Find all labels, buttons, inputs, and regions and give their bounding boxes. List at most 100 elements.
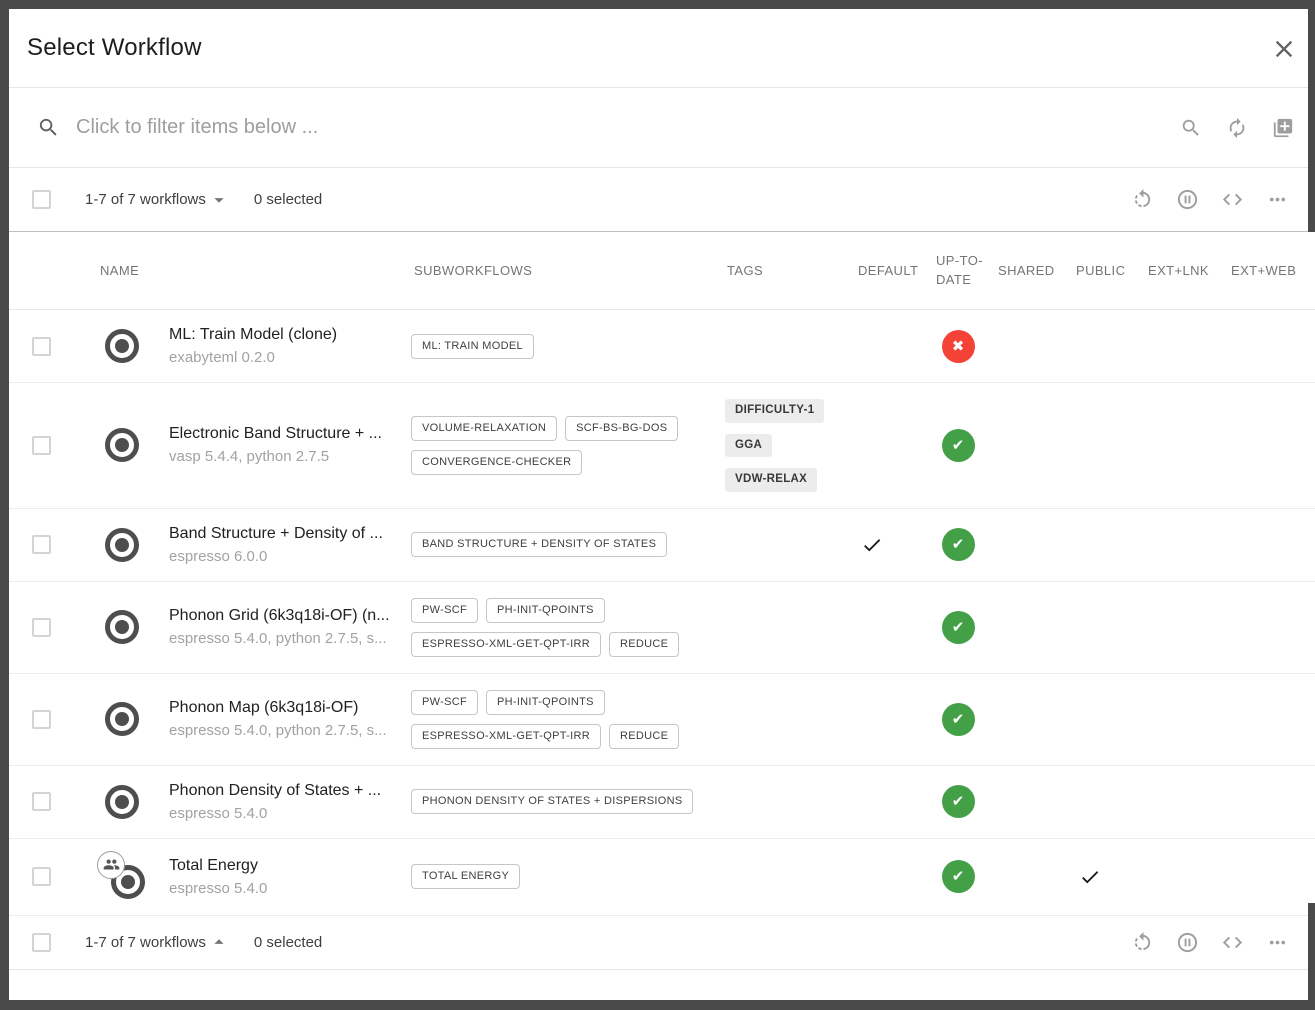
table-row[interactable]: Phonon Map (6k3q18i-OF) espresso 5.4.0, p… xyxy=(9,674,1315,766)
code-icon[interactable] xyxy=(1221,188,1244,211)
default-cell xyxy=(847,534,925,556)
row-checkbox[interactable] xyxy=(32,535,51,554)
tag-chip: DIFFICULTY-1 xyxy=(725,399,825,423)
workflow-icon-cell xyxy=(75,428,169,463)
workflow-name-cell: Electronic Band Structure + ... vasp 5.4.… xyxy=(169,425,411,465)
workflow-radio-icon[interactable] xyxy=(105,428,139,463)
column-header-ext-web: EXT+WEB xyxy=(1231,263,1297,278)
workflow-radio-icon[interactable] xyxy=(105,329,139,363)
select-all-checkbox[interactable] xyxy=(32,190,51,209)
workflow-radio-icon xyxy=(111,864,145,899)
row-checkbox-cell xyxy=(9,336,75,356)
table-row[interactable]: Phonon Density of States + ... espresso 5… xyxy=(9,766,1315,839)
row-checkbox-cell xyxy=(9,535,75,554)
workflow-shared-icon[interactable] xyxy=(97,850,145,899)
workflow-icon-cell xyxy=(75,850,169,899)
table-row[interactable]: Phonon Grid (6k3q18i-OF) (n... espresso 5… xyxy=(9,582,1315,674)
table-row[interactable]: ML: Train Model (clone) exabyteml 0.2.0 ML… xyxy=(9,310,1315,383)
workflow-name-cell: Total Energy espresso 5.4.0 xyxy=(169,857,411,897)
subworkflow-chip: BAND STRUCTURE + DENSITY OF STATES xyxy=(411,532,668,557)
public-cell xyxy=(1067,866,1139,888)
dialog-footer-space xyxy=(9,970,1315,1008)
table-row[interactable]: Total Energy espresso 5.4.0 TOTAL ENERGY ✔ xyxy=(9,839,1315,916)
subworkflows-cell: PW-SCF PH-INIT-QPOINTS ESPRESSO-XML-GET-QP… xyxy=(411,597,716,657)
workflow-radio-icon[interactable] xyxy=(105,784,139,819)
workflow-icon-cell xyxy=(75,527,169,562)
workflow-name: ML: Train Model (clone) xyxy=(169,326,338,343)
workflow-name: Phonon Density of States + ... xyxy=(169,781,382,799)
table-row[interactable]: Band Structure + Density of ... espresso … xyxy=(9,509,1315,582)
workflow-icon-cell xyxy=(75,329,169,363)
up-to-date-badge: ✔ xyxy=(941,860,975,893)
default-check-icon xyxy=(861,534,883,556)
pager-bottom: 1-7 of 7 workflows 0 selected xyxy=(9,916,1315,970)
workflow-apps: espresso 5.4.0 xyxy=(169,804,268,822)
row-checkbox[interactable] xyxy=(32,617,51,637)
subworkflow-chip: ML: TRAIN MODEL xyxy=(411,333,534,359)
workflow-name: Band Structure + Density of ... xyxy=(169,524,383,542)
workflow-apps: espresso 6.0.0 xyxy=(169,547,268,565)
pager-range-label: 1-7 of 7 workflows xyxy=(85,191,206,208)
subworkflows-cell: PHONON DENSITY OF STATES + DISPERSIONS xyxy=(411,789,716,814)
row-checkbox[interactable] xyxy=(32,435,51,455)
workflow-apps: vasp 5.4.4, python 2.7.5 xyxy=(169,448,330,466)
pause-icon[interactable] xyxy=(1176,188,1199,211)
row-checkbox[interactable] xyxy=(32,709,51,729)
subworkflow-chip: TOTAL ENERGY xyxy=(411,864,521,889)
subworkflow-chip: PH-INIT-QPOINTS xyxy=(485,597,605,623)
row-checkbox[interactable] xyxy=(32,867,51,886)
up-to-date-cell: ✔ xyxy=(925,702,991,736)
workflow-radio-icon[interactable] xyxy=(105,610,139,644)
up-to-date-cell: ✔ xyxy=(925,785,991,818)
row-checkbox-cell xyxy=(9,435,75,455)
search-action-icon[interactable] xyxy=(1180,117,1202,139)
column-header-default: DEFAULT xyxy=(858,263,919,278)
row-checkbox-cell xyxy=(9,792,75,811)
up-to-date-badge: ✔ xyxy=(941,528,975,561)
out-of-date-badge: ✖ xyxy=(941,329,975,363)
backdrop-edge-bottom xyxy=(1308,903,1315,1000)
backdrop-edge-top xyxy=(1308,9,1315,232)
subworkflow-chip: PW-SCF xyxy=(411,597,478,623)
up-to-date-cell: ✔ xyxy=(925,610,991,644)
refresh-icon[interactable] xyxy=(1226,117,1248,139)
table-row[interactable]: Electronic Band Structure + ... vasp 5.4.… xyxy=(9,383,1315,509)
chevron-up-icon xyxy=(208,931,230,953)
up-to-date-cell: ✖ xyxy=(925,329,991,363)
pager-range-label: 1-7 of 7 workflows xyxy=(85,933,206,951)
undo-icon[interactable] xyxy=(1131,931,1154,954)
workflow-icon-cell xyxy=(75,702,169,736)
workflow-name-cell: ML: Train Model (clone) exabyteml 0.2.0 xyxy=(169,326,411,366)
pager-range-dropdown-bottom[interactable]: 1-7 of 7 workflows xyxy=(85,931,230,953)
up-to-date-cell: ✔ xyxy=(925,428,991,462)
pager-range-dropdown[interactable]: 1-7 of 7 workflows xyxy=(85,189,230,211)
create-workflow-icon[interactable] xyxy=(1272,117,1294,139)
workflow-name: Phonon Grid (6k3q18i-OF) (n... xyxy=(169,607,390,624)
select-all-checkbox-bottom[interactable] xyxy=(32,932,51,952)
more-icon[interactable] xyxy=(1266,931,1289,954)
pause-icon[interactable] xyxy=(1176,931,1199,954)
row-checkbox-cell xyxy=(9,867,75,886)
workflow-icon-cell xyxy=(75,784,169,819)
row-checkbox[interactable] xyxy=(32,336,51,356)
subworkflow-chip: PHONON DENSITY OF STATES + DISPERSIONS xyxy=(411,789,694,814)
undo-icon[interactable] xyxy=(1131,188,1154,211)
dialog-title: Select Workflow xyxy=(27,34,202,61)
up-to-date-badge: ✔ xyxy=(941,610,975,644)
workflow-radio-icon[interactable] xyxy=(105,702,139,736)
column-header-up-to-date: UP-TO-DATE xyxy=(936,252,983,287)
pager-actions-top xyxy=(1131,188,1289,211)
more-icon[interactable] xyxy=(1266,188,1289,211)
subworkflow-chip: PW-SCF xyxy=(411,689,478,715)
workflow-radio-icon[interactable] xyxy=(105,527,139,562)
close-icon[interactable] xyxy=(1270,35,1298,63)
workflow-apps: espresso 5.4.0 xyxy=(169,879,268,897)
workflow-icon-cell xyxy=(75,610,169,644)
code-icon[interactable] xyxy=(1221,931,1244,954)
workflow-name-cell: Phonon Map (6k3q18i-OF) espresso 5.4.0, p… xyxy=(169,699,411,739)
row-checkbox[interactable] xyxy=(32,792,51,811)
selected-count-label: 0 selected xyxy=(253,191,323,208)
filter-input[interactable] xyxy=(76,116,836,139)
up-to-date-cell: ✔ xyxy=(925,860,991,893)
workflow-name-cell: Band Structure + Density of ... espresso … xyxy=(169,525,411,565)
